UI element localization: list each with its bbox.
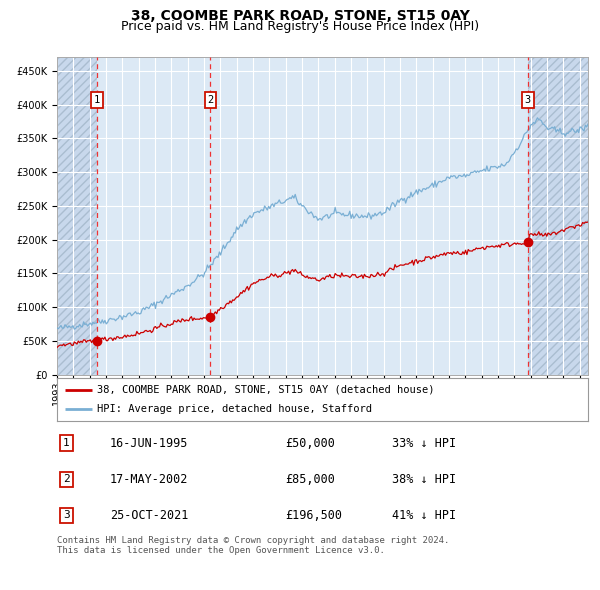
Text: HPI: Average price, detached house, Stafford: HPI: Average price, detached house, Staf… [97,404,372,414]
Bar [57,57,97,375]
Text: 25-OCT-2021: 25-OCT-2021 [110,509,188,522]
Text: 3: 3 [63,510,70,520]
Text: 41% ↓ HPI: 41% ↓ HPI [392,509,455,522]
Bar [528,57,588,375]
Text: 38, COOMBE PARK ROAD, STONE, ST15 0AY: 38, COOMBE PARK ROAD, STONE, ST15 0AY [131,9,469,23]
Text: 2: 2 [63,474,70,484]
Text: £50,000: £50,000 [286,437,335,450]
Text: 33% ↓ HPI: 33% ↓ HPI [392,437,455,450]
Text: 16-JUN-1995: 16-JUN-1995 [110,437,188,450]
Text: Price paid vs. HM Land Registry's House Price Index (HPI): Price paid vs. HM Land Registry's House … [121,20,479,33]
Text: 3: 3 [525,95,531,105]
Text: 2: 2 [207,95,214,105]
Text: 38% ↓ HPI: 38% ↓ HPI [392,473,455,486]
Text: 17-MAY-2002: 17-MAY-2002 [110,473,188,486]
Text: £85,000: £85,000 [286,473,335,486]
Text: £196,500: £196,500 [286,509,343,522]
Text: Contains HM Land Registry data © Crown copyright and database right 2024.
This d: Contains HM Land Registry data © Crown c… [57,536,449,555]
Text: 38, COOMBE PARK ROAD, STONE, ST15 0AY (detached house): 38, COOMBE PARK ROAD, STONE, ST15 0AY (d… [97,385,434,395]
Text: 1: 1 [63,438,70,448]
Text: 1: 1 [94,95,100,105]
